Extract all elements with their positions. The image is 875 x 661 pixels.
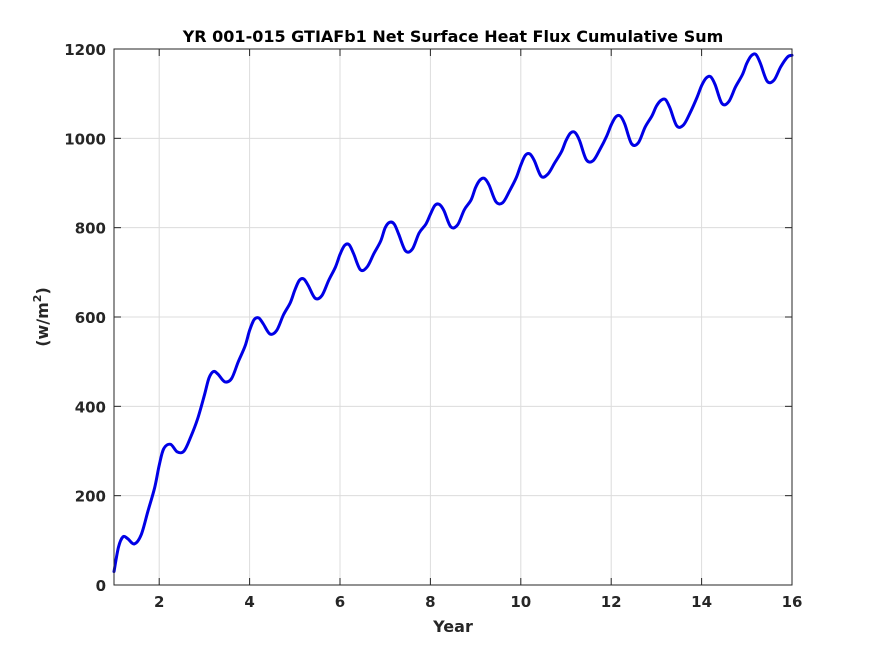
- y-tick-label: 400: [75, 398, 106, 416]
- y-tick-label: 800: [75, 220, 106, 238]
- y-tick-label: 600: [75, 309, 106, 327]
- x-tick-label: 10: [510, 593, 531, 611]
- series-layer: [112, 52, 794, 574]
- y-axis-label-prefix: (w/m: [33, 302, 52, 347]
- x-tick-label: 8: [425, 593, 435, 611]
- y-tick-label: 200: [75, 488, 106, 506]
- x-tick-label: 16: [782, 593, 803, 611]
- y-axis-label: (w/m2): [31, 287, 52, 347]
- y-tick-label: 1200: [64, 41, 106, 59]
- x-tick-label: 12: [601, 593, 622, 611]
- x-tick-label: 4: [244, 593, 254, 611]
- x-tick-label: 2: [154, 593, 164, 611]
- y-tick-labels: 0 200 400 600 800 1000 1200: [64, 41, 106, 595]
- x-axis-label: Year: [432, 617, 473, 636]
- y-tick-label: 1000: [64, 130, 106, 148]
- x-tick-label: 6: [335, 593, 345, 611]
- x-tick-labels: 2 4 6 8 10 12 14 16: [154, 593, 802, 611]
- x-tick-label: 14: [691, 593, 712, 611]
- tick-marks: [114, 48, 793, 586]
- series-line: [112, 52, 794, 574]
- y-axis-label-suffix: ): [33, 287, 52, 294]
- y-tick-label: 0: [96, 577, 106, 595]
- y-axis-label-superscript: 2: [31, 295, 44, 303]
- chart-title: YR 001-015 GTIAFb1 Net Surface Heat Flux…: [182, 27, 724, 46]
